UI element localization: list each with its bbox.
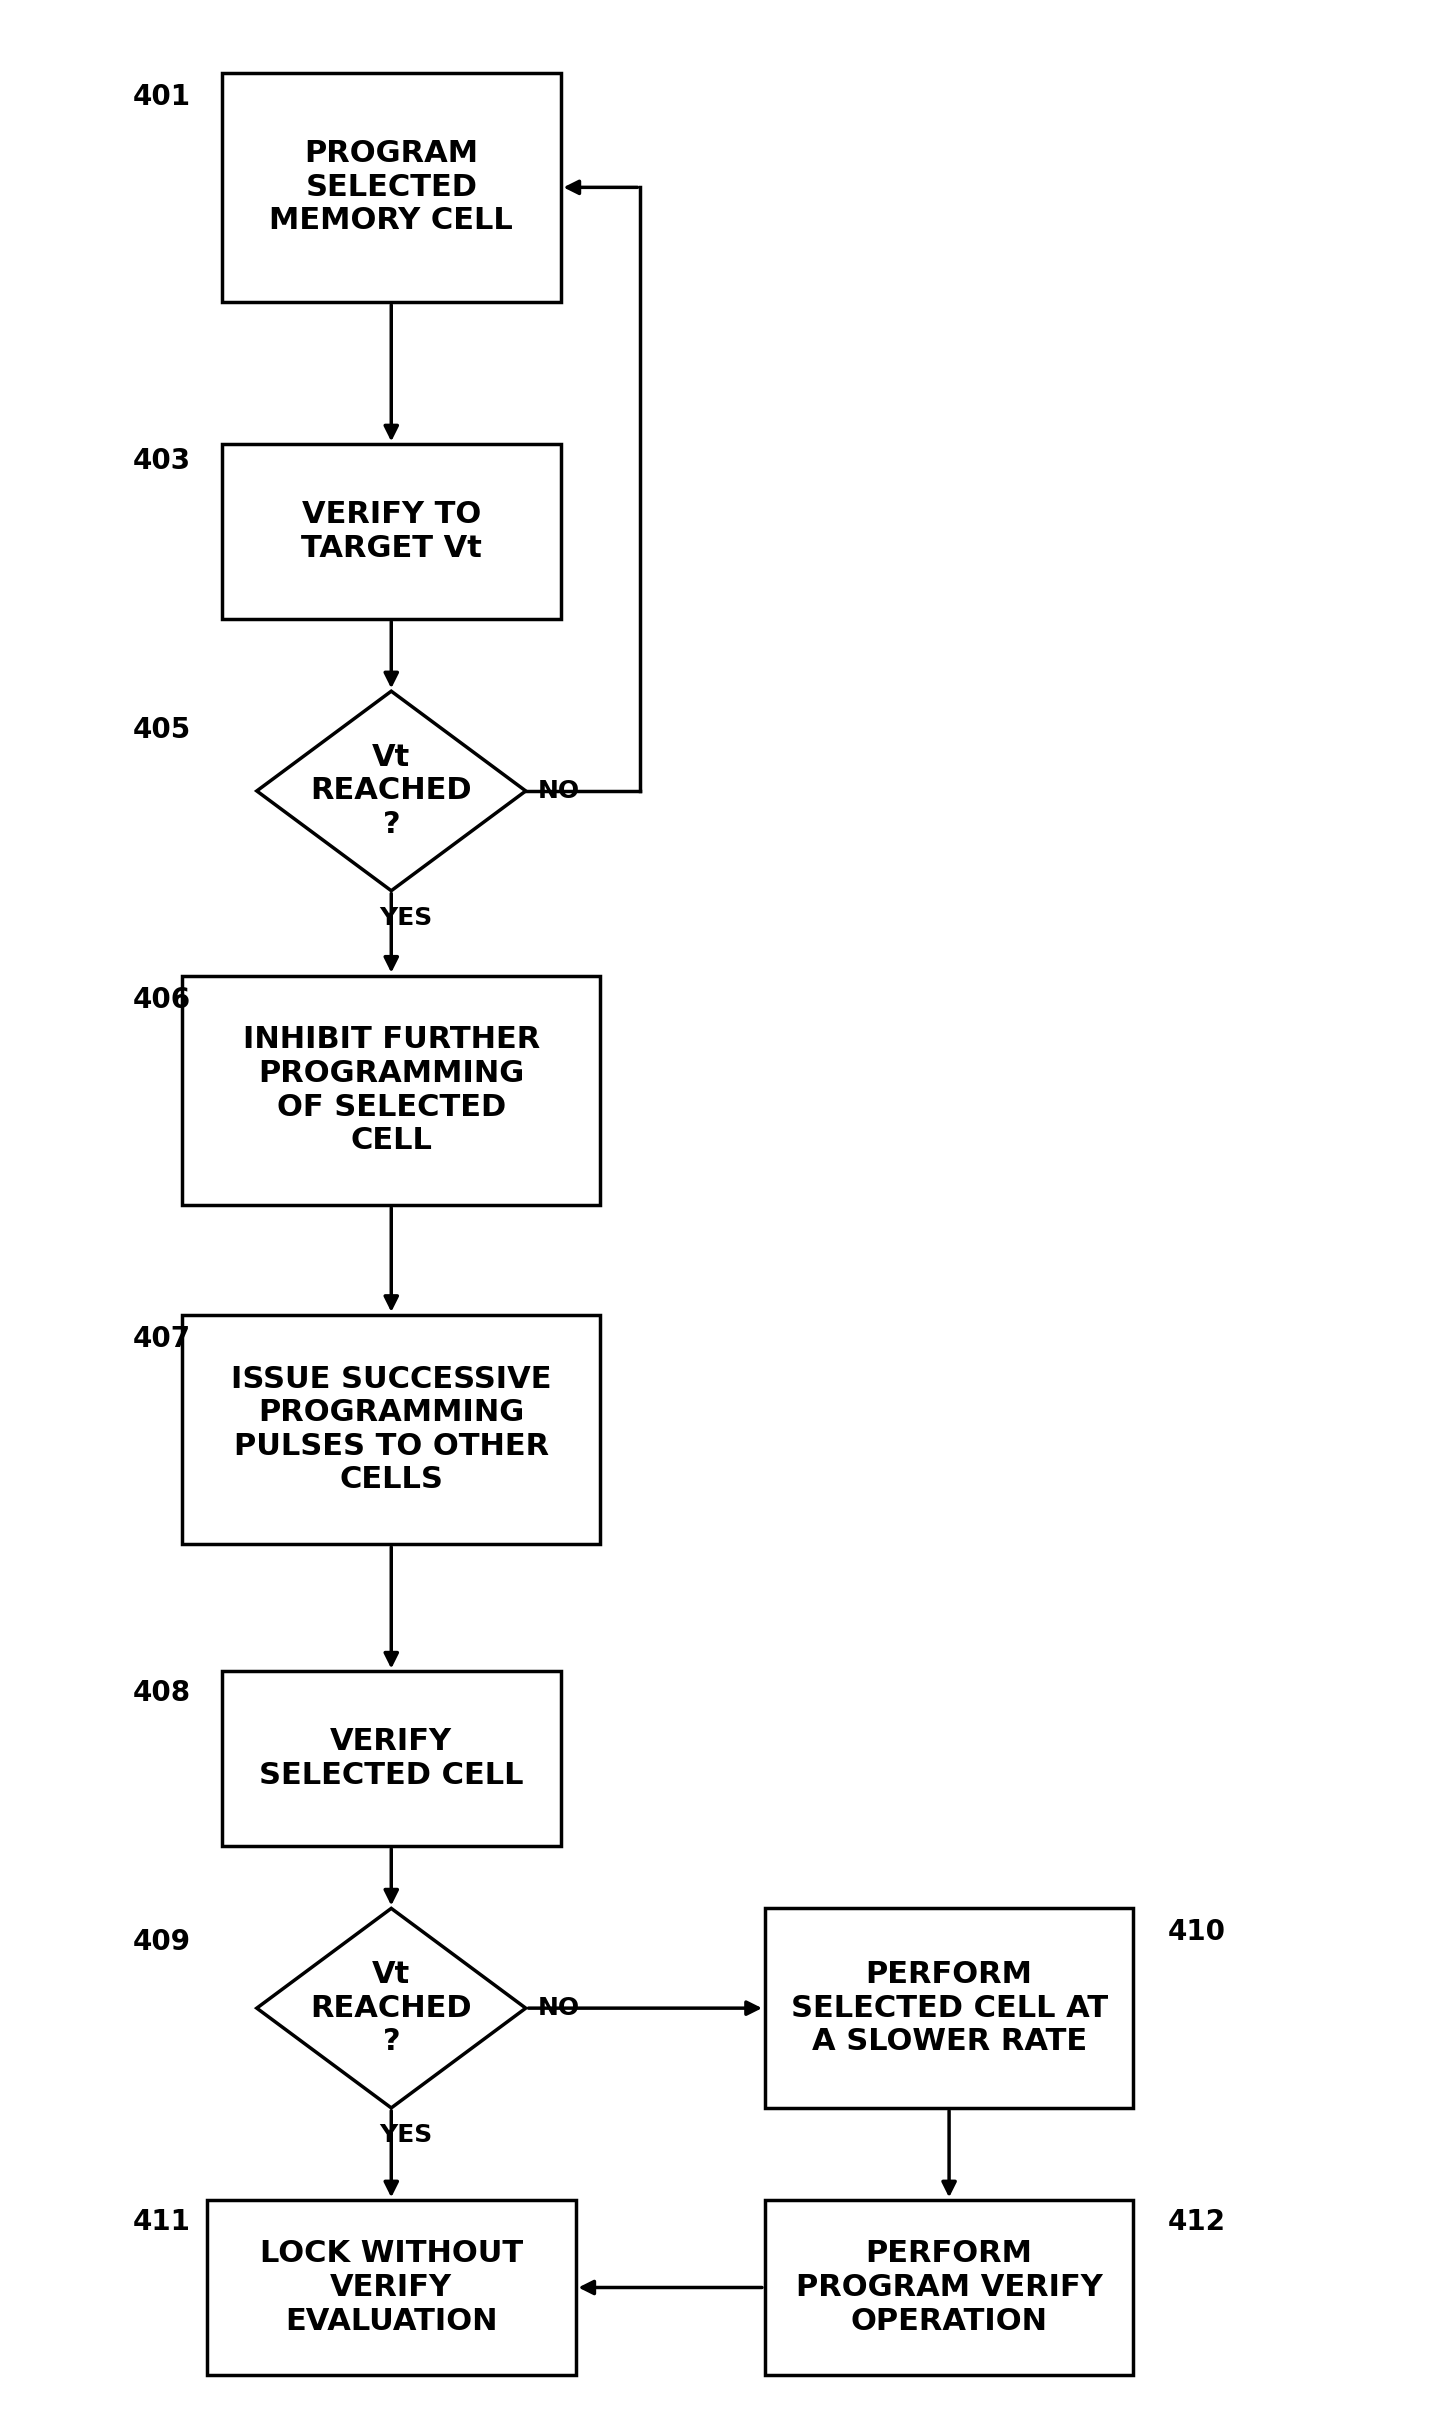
Text: YES: YES [380,2123,433,2147]
FancyBboxPatch shape [765,1909,1133,2109]
Text: NO: NO [537,778,580,803]
Text: 405: 405 [133,716,190,745]
Text: NO: NO [537,1995,580,2020]
FancyBboxPatch shape [765,2200,1133,2374]
Text: INHIBIT FURTHER
PROGRAMMING
OF SELECTED
CELL: INHIBIT FURTHER PROGRAMMING OF SELECTED … [243,1024,540,1154]
Polygon shape [257,1909,526,2109]
Text: YES: YES [380,906,433,930]
Text: Vt
REACHED
?: Vt REACHED ? [310,1959,472,2056]
Text: Vt
REACHED
?: Vt REACHED ? [310,742,472,839]
FancyBboxPatch shape [181,976,600,1205]
Text: 406: 406 [133,986,190,1015]
Text: PROGRAM
SELECTED
MEMORY CELL: PROGRAM SELECTED MEMORY CELL [270,140,513,236]
Text: PERFORM
SELECTED CELL AT
A SLOWER RATE: PERFORM SELECTED CELL AT A SLOWER RATE [790,1959,1107,2056]
Text: LOCK WITHOUT
VERIFY
EVALUATION: LOCK WITHOUT VERIFY EVALUATION [260,2239,523,2335]
FancyBboxPatch shape [221,72,560,301]
Text: PERFORM
PROGRAM VERIFY
OPERATION: PERFORM PROGRAM VERIFY OPERATION [796,2239,1102,2335]
FancyBboxPatch shape [181,1316,600,1545]
Text: VERIFY
SELECTED CELL: VERIFY SELECTED CELL [259,1728,523,1791]
Text: 411: 411 [133,2208,190,2236]
Text: 407: 407 [133,1326,190,1352]
Polygon shape [257,692,526,892]
Text: 410: 410 [1169,1918,1226,1947]
Text: 409: 409 [133,1928,190,1957]
Text: 408: 408 [133,1680,190,1706]
Text: ISSUE SUCCESSIVE
PROGRAMMING
PULSES TO OTHER
CELLS: ISSUE SUCCESSIVE PROGRAMMING PULSES TO O… [231,1364,552,1494]
Text: 401: 401 [133,82,190,111]
FancyBboxPatch shape [221,443,560,619]
FancyBboxPatch shape [207,2200,576,2374]
FancyBboxPatch shape [221,1673,560,1846]
Text: 412: 412 [1169,2208,1226,2236]
Text: VERIFY TO
TARGET Vt: VERIFY TO TARGET Vt [302,501,482,564]
Text: 403: 403 [133,446,190,475]
